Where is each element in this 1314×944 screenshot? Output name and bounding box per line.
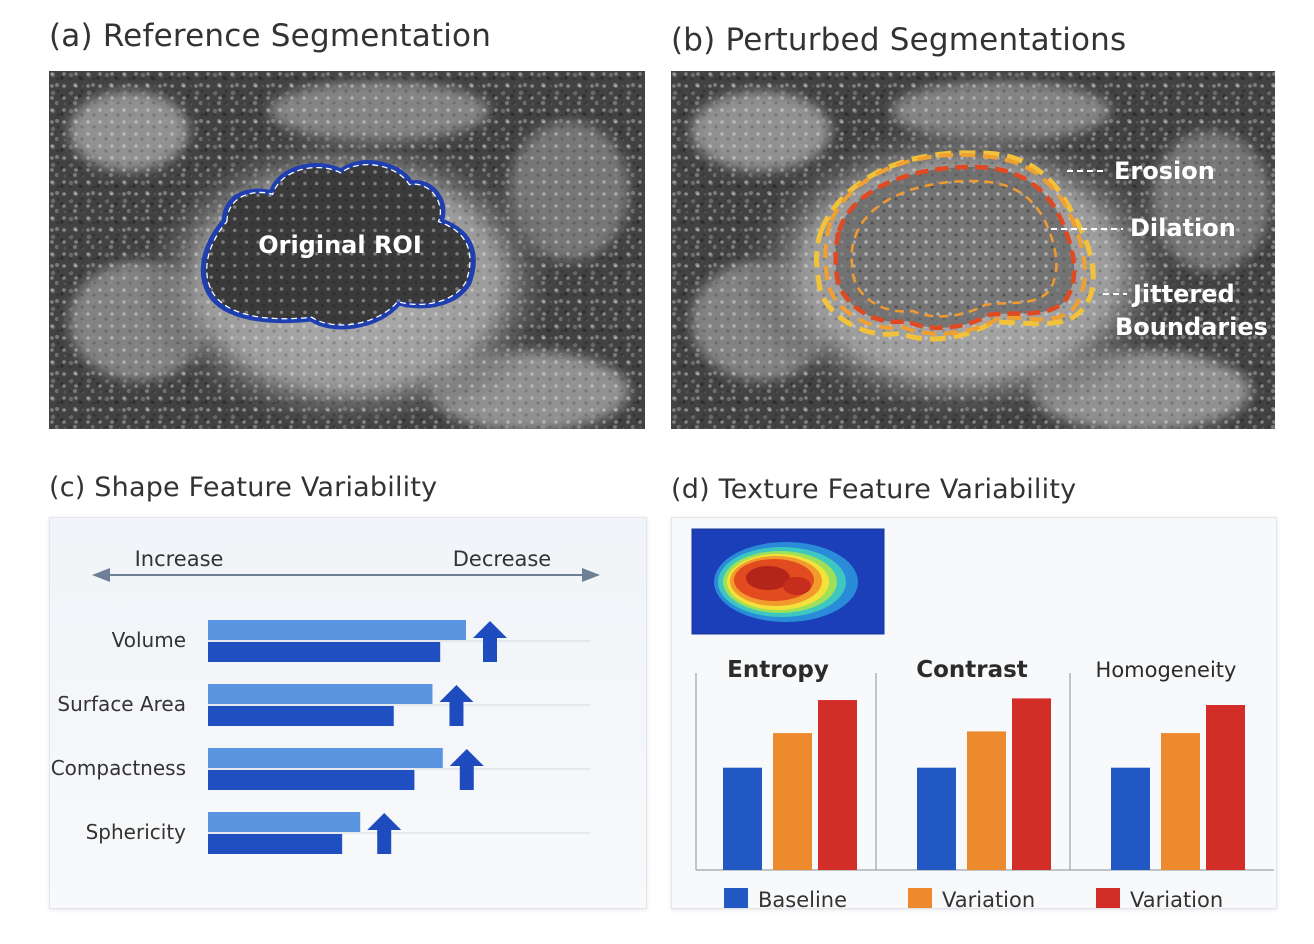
texture-heatmap [691, 528, 885, 635]
legend-swatch [724, 888, 748, 910]
legend-label: Variation [1130, 888, 1223, 908]
texture-bar-variation-orange [967, 731, 1006, 870]
texture-bar-baseline [1111, 767, 1150, 870]
up-arrow-icon [439, 685, 474, 726]
texture-category-label: Contrast [916, 657, 1028, 683]
panel-c-shape-chart: Increase Decrease Volume Surface Area Comp… [49, 517, 647, 909]
shape-bar-perturbed [208, 620, 466, 640]
up-arrow-icon [449, 749, 484, 790]
erosion-label: Erosion [1114, 157, 1215, 185]
left-arrowhead-icon [92, 568, 110, 582]
texture-chart-svg: Entropy Contrast Homogeneity Baseline Variat… [691, 528, 1274, 912]
dilation-label: Dilation [1130, 214, 1236, 242]
jittered-boundary [814, 150, 1096, 342]
legend-label: Variation [942, 888, 1035, 908]
legend-swatch [908, 888, 932, 910]
up-arrow-icon [473, 621, 507, 662]
panel-d-title: (d) Texture Feature Variability [671, 474, 1077, 505]
shape-bar-perturbed [208, 684, 433, 704]
shape-category-label: Sphericity [86, 820, 187, 844]
panel-a-image: Original ROI [49, 71, 645, 429]
texture-bar-variation-red [818, 700, 857, 870]
shape-bar-reference [208, 642, 441, 662]
panel-c-title: (c) Shape Feature Variability [49, 472, 438, 503]
shape-category-label: Compactness [51, 756, 186, 780]
panel-a-title: (a) Reference Segmentation [49, 18, 492, 54]
texture-bar-variation-red [1012, 698, 1051, 870]
shape-bar-reference [208, 706, 394, 726]
decrease-label: Decrease [453, 547, 551, 571]
boundaries-label: Boundaries [1115, 313, 1268, 341]
shape-bar-reference [208, 770, 415, 790]
texture-bar-variation-orange [773, 733, 812, 870]
increase-label: Increase [135, 547, 224, 571]
texture-bar-baseline [917, 767, 956, 870]
up-arrow-icon [367, 813, 402, 854]
texture-bar-variation-orange [1161, 733, 1200, 870]
panel-b-scan: Erosion Dilation Jittered Boundaries [671, 71, 1275, 429]
original-roi-label: Original ROI [258, 231, 422, 259]
panel-d-texture-chart: Entropy Contrast Homogeneity Baseline Variat… [671, 517, 1277, 912]
panel-b-title: (b) Perturbed Segmentations [671, 22, 1127, 58]
shape-category-label: Surface Area [57, 692, 186, 716]
texture-bar-baseline [723, 767, 762, 870]
legend-swatch [1096, 888, 1120, 910]
panel-a-scan: Original ROI [49, 71, 645, 429]
panel-b-image: Erosion Dilation Jittered Boundaries [671, 71, 1275, 429]
erosion-boundary [850, 179, 1058, 318]
legend-label: Baseline [758, 888, 847, 908]
texture-category-label: Entropy [727, 657, 829, 683]
right-arrowhead-icon [582, 568, 600, 582]
shape-chart-svg: Increase Decrease Volume Surface Area Comp… [51, 544, 600, 854]
shape-bar-perturbed [208, 748, 443, 768]
jittered-label: Jittered [1131, 280, 1235, 308]
shape-bar-perturbed [208, 812, 361, 832]
shape-category-label: Volume [112, 628, 186, 652]
shape-bar-reference [208, 834, 343, 854]
texture-category-label: Homogeneity [1096, 658, 1237, 682]
texture-bar-variation-red [1206, 705, 1245, 870]
